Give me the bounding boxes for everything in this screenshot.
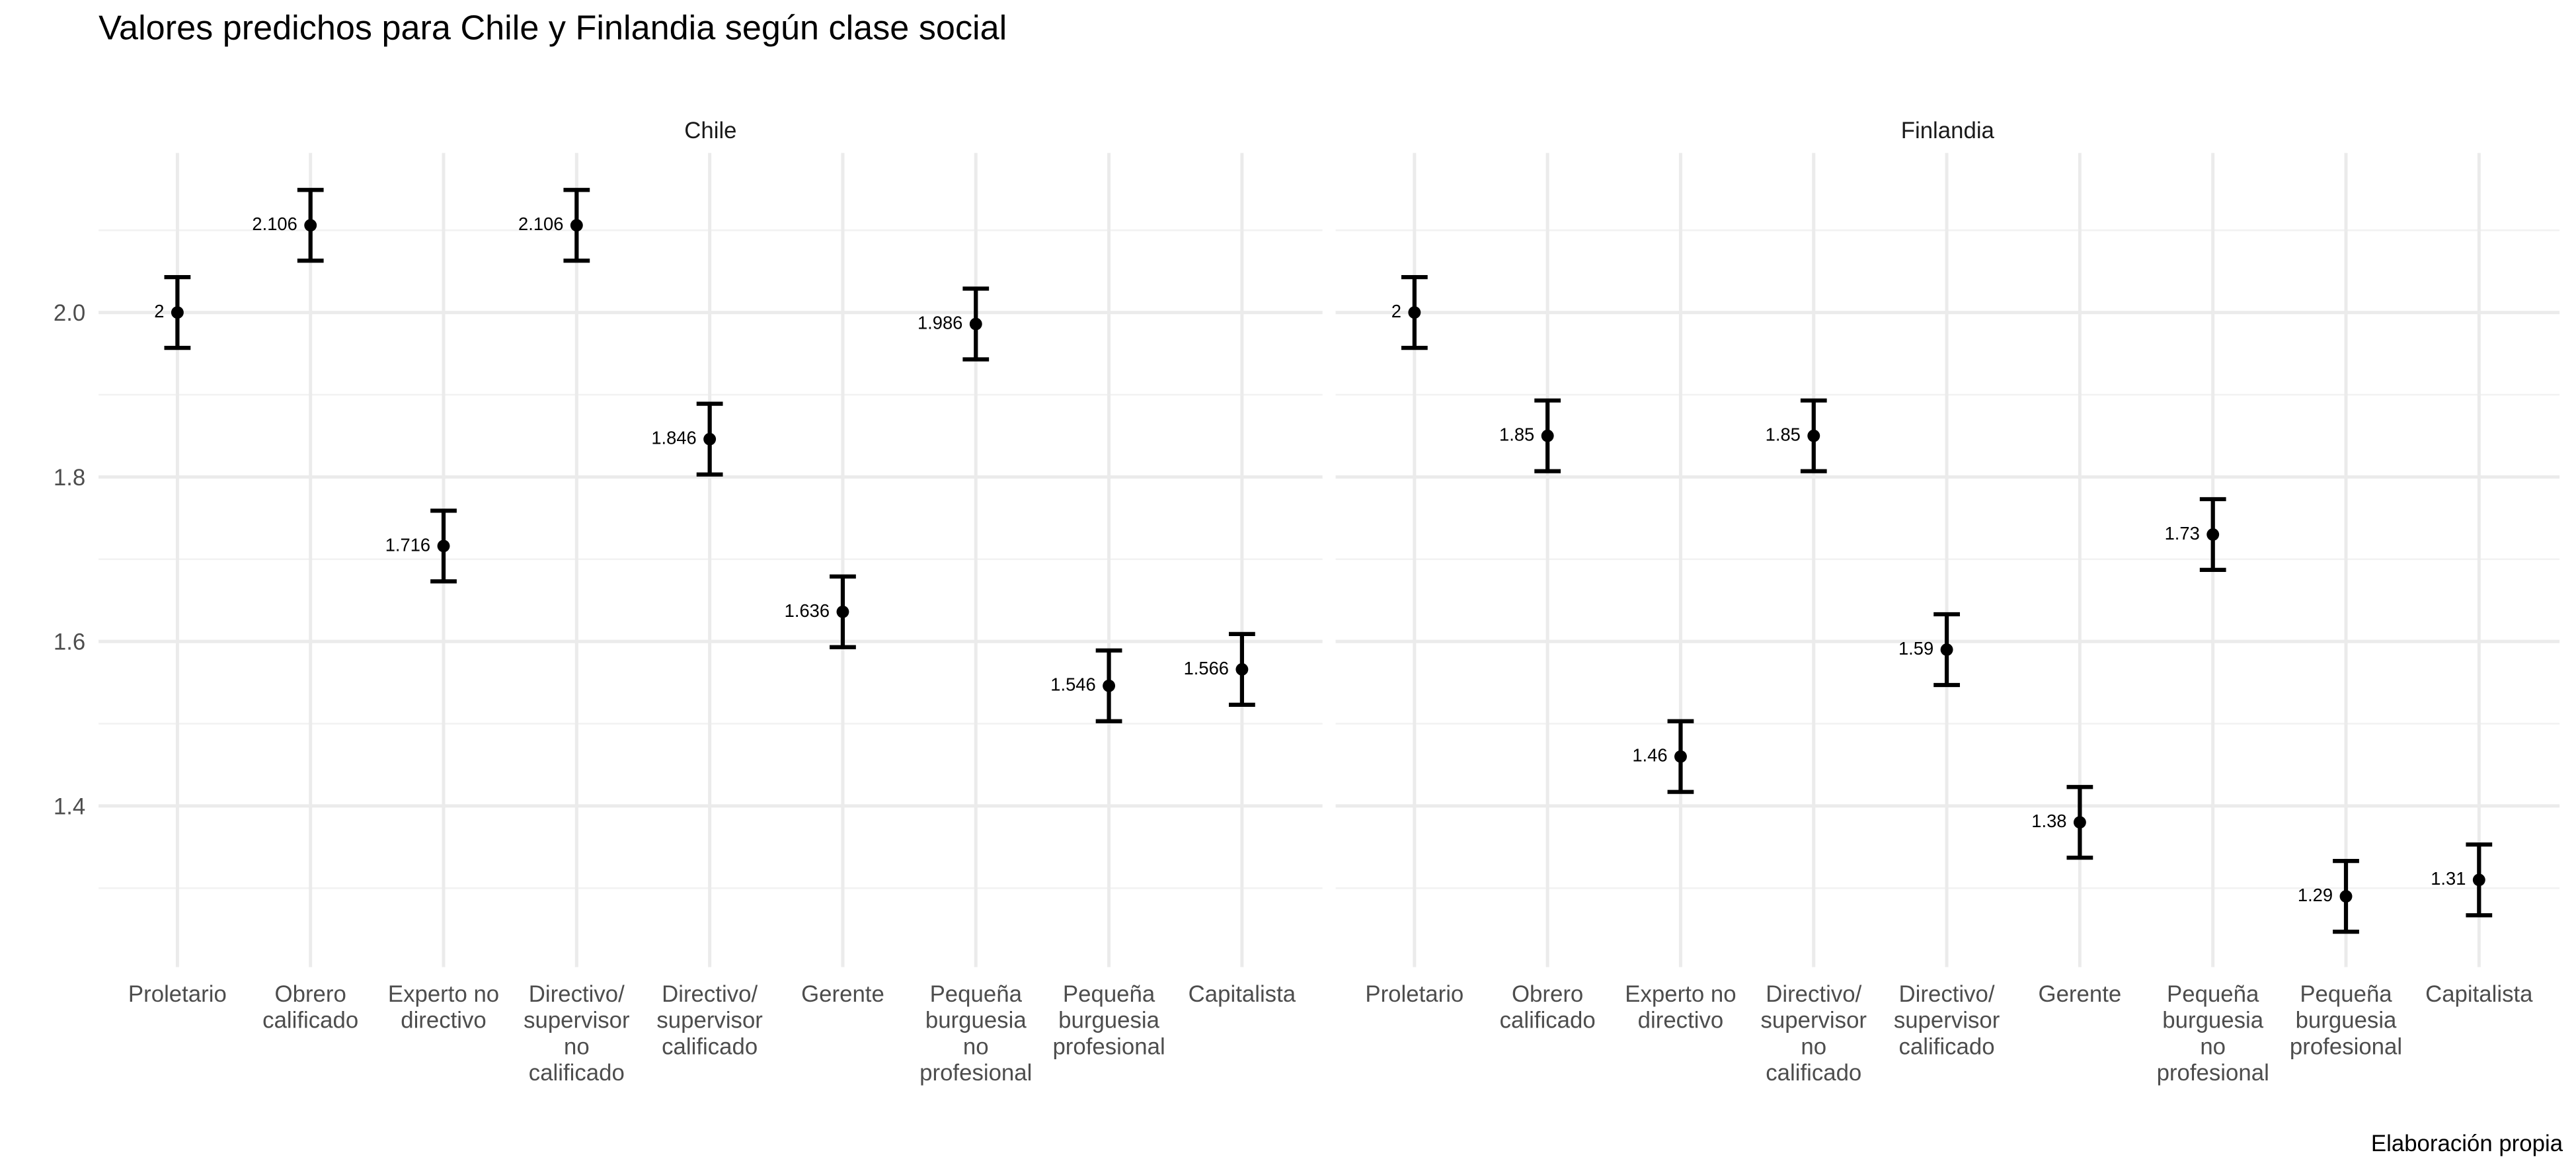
y-tick-label: 1.6	[53, 628, 86, 655]
data-label: 1.59	[1898, 639, 1934, 660]
point	[2073, 816, 2086, 829]
data-label: 1.716	[385, 536, 431, 556]
x-tick-label: Obrero calificado	[262, 980, 359, 1033]
x-tick-label: Directivo/ supervisor no calificado	[1760, 980, 1867, 1086]
data-label: 1.29	[2297, 886, 2333, 907]
x-tick-label: Directivo/ supervisor calificado	[656, 980, 763, 1059]
x-tick-label: Gerente	[2038, 980, 2122, 1007]
data-label: 2	[154, 302, 165, 323]
y-tick-label: 1.8	[53, 464, 86, 491]
data-label: 2.106	[518, 215, 564, 235]
x-tick-label: Proletario	[1365, 980, 1464, 1007]
strip-title: Finlandia	[1901, 118, 1995, 143]
point	[703, 432, 717, 446]
caption: Elaboración propia	[2370, 1129, 2563, 1156]
point	[1103, 679, 1116, 692]
data-label: 1.46	[1632, 747, 1668, 767]
point	[2472, 873, 2485, 887]
point	[570, 219, 583, 232]
point	[2339, 890, 2353, 903]
x-tick-label: Capitalista	[1188, 980, 1296, 1007]
x-tick-label: Capitalista	[2425, 980, 2533, 1007]
point	[1940, 643, 1953, 656]
data-label: 1.546	[1050, 676, 1096, 696]
point	[304, 219, 317, 232]
data-label: 1.636	[784, 602, 830, 622]
data-label: 2.106	[252, 215, 297, 235]
point	[1541, 429, 1554, 442]
x-tick-label: Pequeña burguesia profesional	[1052, 980, 1165, 1059]
point	[969, 317, 982, 331]
point	[1807, 429, 1820, 442]
point	[836, 605, 849, 618]
x-tick-label: Gerente	[801, 980, 884, 1007]
strip-title: Chile	[684, 118, 736, 143]
data-label: 1.85	[1765, 426, 1801, 446]
x-tick-label: Directivo/ supervisor no calificado	[524, 980, 630, 1086]
point	[1674, 750, 1687, 763]
data-label: 1.986	[917, 314, 963, 334]
x-tick-label: Experto no directivo	[1625, 980, 1737, 1033]
point	[1408, 306, 1421, 319]
point	[2206, 528, 2220, 541]
y-tick-label: 2.0	[53, 299, 86, 326]
x-tick-label: Pequeña burguesia no profesional	[2156, 980, 2269, 1086]
data-label: 1.85	[1499, 426, 1535, 446]
data-label: 1.73	[2164, 524, 2200, 545]
y-tick-label: 1.4	[53, 792, 86, 819]
x-tick-label: Obrero calificado	[1499, 980, 1596, 1033]
data-label: 2	[1391, 302, 1401, 323]
x-tick-label: Proletario	[128, 980, 227, 1007]
data-label: 1.846	[651, 429, 697, 450]
x-tick-label: Experto no directivo	[387, 980, 500, 1033]
point	[437, 540, 450, 553]
data-label: 1.38	[2031, 812, 2067, 832]
x-tick-label: Pequeña burguesia no profesional	[919, 980, 1033, 1086]
point	[171, 306, 184, 319]
x-tick-label: Directivo/ supervisor calificado	[1893, 980, 2000, 1059]
x-tick-label: Pequeña burguesia profesional	[2289, 980, 2403, 1059]
point	[1235, 663, 1249, 676]
data-label: 1.31	[2431, 869, 2466, 890]
data-label: 1.566	[1183, 659, 1229, 680]
chart-title: Valores predichos para Chile y Finlandia…	[98, 9, 1007, 48]
